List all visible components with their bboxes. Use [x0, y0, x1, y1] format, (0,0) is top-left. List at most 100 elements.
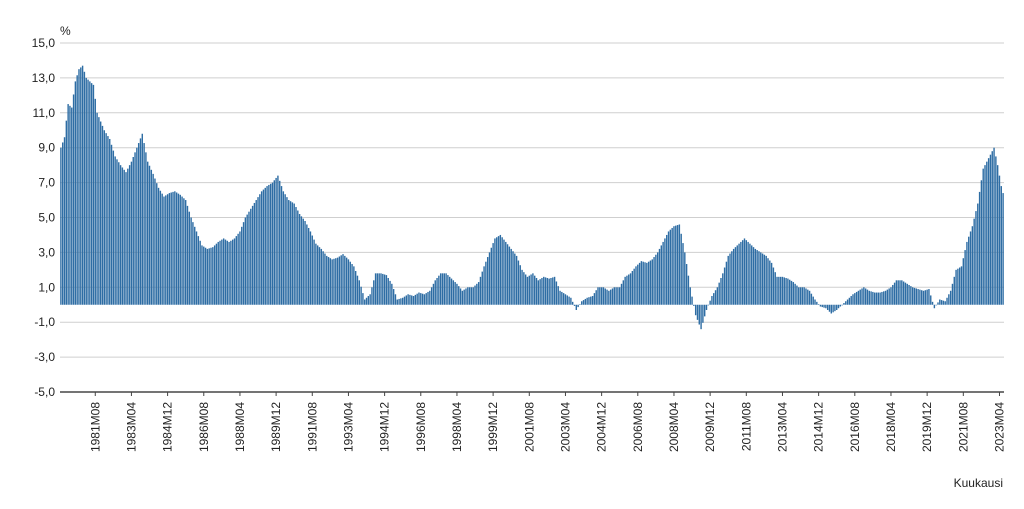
- bar: [694, 304, 697, 316]
- bar: [615, 287, 617, 305]
- bar: [562, 293, 565, 305]
- bar: [626, 275, 628, 305]
- bar: [425, 293, 427, 305]
- bar: [201, 245, 203, 305]
- bar: [879, 292, 881, 305]
- bar: [696, 304, 699, 320]
- bar: [221, 239, 223, 305]
- bar: [152, 173, 154, 305]
- bar: [541, 277, 543, 305]
- bar: [546, 277, 549, 305]
- bar: [608, 290, 610, 305]
- bar: [423, 294, 426, 305]
- bar: [302, 218, 304, 305]
- bar: [421, 293, 424, 305]
- bar: [92, 84, 95, 305]
- bar: [700, 304, 702, 330]
- bar: [156, 183, 158, 305]
- bar: [436, 277, 438, 305]
- bar-series: [60, 65, 1004, 330]
- bar: [584, 298, 587, 305]
- bar: [197, 236, 200, 305]
- bar: [134, 152, 136, 305]
- bar: [262, 189, 265, 305]
- bar: [980, 180, 983, 305]
- bar: [309, 231, 312, 305]
- bar: [232, 239, 234, 305]
- bar: [280, 186, 283, 305]
- bar: [362, 293, 364, 305]
- x-axis-label: Kuukausi: [954, 476, 1003, 490]
- bar: [792, 282, 795, 305]
- bar: [233, 238, 236, 305]
- bar: [955, 269, 957, 305]
- bar: [819, 304, 822, 307]
- bar: [170, 192, 172, 305]
- bar: [599, 287, 601, 305]
- bar: [729, 253, 731, 305]
- bar: [597, 287, 599, 305]
- bar: [121, 167, 124, 305]
- bar: [137, 143, 140, 305]
- bar: [286, 197, 288, 305]
- bar: [591, 296, 594, 305]
- bar: [756, 250, 758, 305]
- bar: [859, 289, 861, 305]
- bar: [241, 226, 243, 305]
- x-tick-label: 2008M04: [667, 402, 681, 452]
- bar: [532, 273, 534, 305]
- bar: [380, 273, 382, 305]
- bar: [662, 241, 664, 305]
- bar: [150, 169, 153, 305]
- bar: [886, 289, 889, 305]
- bar: [732, 248, 735, 305]
- bar: [255, 200, 257, 305]
- x-tick-label: 1986M08: [197, 402, 211, 452]
- bar: [349, 261, 351, 305]
- bar: [702, 304, 704, 323]
- bar: [206, 248, 209, 305]
- bar: [306, 224, 308, 305]
- bar: [895, 280, 898, 305]
- bar: [295, 207, 297, 305]
- bar: [219, 240, 221, 305]
- bar: [926, 289, 928, 305]
- bar: [526, 276, 529, 305]
- x-tick-label: 1991M08: [305, 402, 319, 452]
- bar: [441, 273, 444, 305]
- bar: [960, 266, 963, 305]
- bar: [356, 275, 359, 305]
- bar: [770, 262, 773, 305]
- x-tick-label: 1981M08: [88, 402, 102, 452]
- bar: [212, 247, 214, 305]
- bar: [935, 304, 937, 306]
- bar: [550, 277, 552, 305]
- x-tick-label: 2003M04: [559, 402, 573, 452]
- bar: [250, 208, 252, 305]
- bar: [680, 233, 682, 305]
- bar: [412, 296, 415, 305]
- bar: [432, 283, 435, 305]
- bar: [512, 251, 514, 305]
- bar: [530, 274, 532, 305]
- bar: [523, 272, 525, 305]
- bar: [881, 291, 883, 305]
- bar: [921, 290, 923, 305]
- bar: [89, 81, 91, 305]
- bar: [676, 225, 679, 305]
- bar: [930, 295, 932, 305]
- bar: [958, 267, 961, 305]
- bar: [470, 287, 473, 305]
- bar: [564, 294, 567, 305]
- bar: [157, 187, 160, 305]
- bar: [145, 152, 147, 305]
- bar: [501, 237, 503, 305]
- y-tick-label: -5,0: [34, 385, 55, 399]
- bar: [403, 296, 406, 305]
- bar: [132, 157, 134, 305]
- bar: [74, 81, 77, 305]
- bar: [248, 211, 250, 305]
- bar: [360, 286, 362, 305]
- bar: [438, 275, 440, 305]
- bar: [986, 161, 988, 305]
